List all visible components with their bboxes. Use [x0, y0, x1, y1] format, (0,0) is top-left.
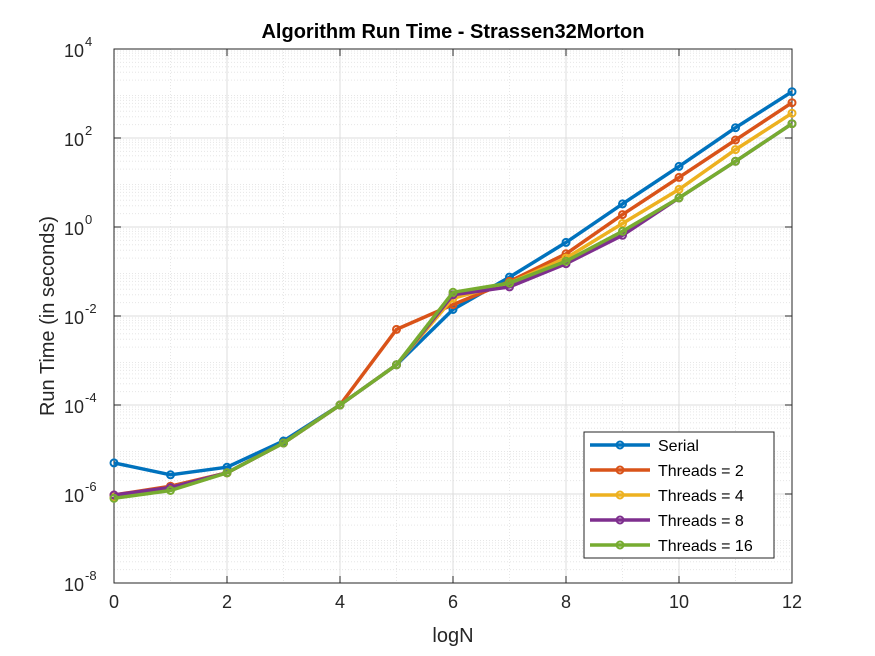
data-point — [731, 123, 740, 133]
y-tick-label-exponent: 0 — [85, 212, 92, 227]
data-point — [279, 438, 288, 448]
legend-swatch-marker — [615, 465, 625, 475]
y-tick-label-exponent: -6 — [85, 479, 97, 494]
major-grid — [114, 49, 792, 583]
y-tick-label: 10 4 — [64, 34, 92, 61]
legend-entry: Threads = 2 — [590, 463, 744, 480]
legend-label: Threads = 4 — [658, 488, 744, 505]
data-point — [731, 135, 740, 145]
data-point — [674, 193, 684, 203]
legend-entry: Serial — [590, 438, 699, 455]
y-tick-label-base: 10 — [64, 41, 84, 61]
data-point — [448, 287, 458, 297]
data-point — [222, 468, 232, 478]
chart-title: Algorithm Run Time - Strassen32Morton — [261, 21, 644, 43]
series-line — [113, 122, 793, 501]
axis-ticks — [113, 48, 793, 584]
data-point — [561, 237, 571, 247]
data-point — [731, 156, 740, 166]
y-tick-label-base: 10 — [64, 308, 84, 328]
legend-swatch-marker — [615, 490, 625, 500]
data-point — [392, 324, 401, 334]
y-tick-label-base: 10 — [64, 397, 84, 417]
data-point — [787, 98, 797, 108]
data-point — [392, 360, 401, 370]
data-point — [335, 400, 345, 410]
data-point — [674, 184, 684, 194]
y-tick-label: 10 0 — [64, 212, 92, 239]
y-axis-label: Run Time (in seconds) — [37, 216, 59, 416]
data-point — [561, 256, 571, 266]
legend-swatch-marker — [615, 515, 625, 525]
x-tick-label: 4 — [335, 592, 345, 612]
y-tick-label: 10 -2 — [64, 301, 97, 328]
data-point — [166, 486, 175, 495]
y-tick-label-base: 10 — [64, 130, 84, 150]
series-line — [113, 90, 793, 477]
y-tick-label-exponent: 4 — [85, 34, 92, 49]
data-point — [787, 87, 797, 97]
data-point — [731, 145, 740, 155]
y-tick-label: 10 -4 — [64, 390, 97, 417]
legend-label: Threads = 2 — [658, 463, 744, 480]
legend-label: Threads = 8 — [658, 513, 744, 530]
series-5 — [109, 119, 797, 503]
legend-label: Serial — [658, 438, 699, 455]
legend-swatch-marker — [615, 540, 625, 550]
data-point — [787, 119, 797, 129]
legend-entry: Threads = 4 — [590, 488, 744, 505]
y-tick-label-exponent: -4 — [85, 390, 97, 405]
x-tick-label: 0 — [109, 592, 119, 612]
legend-label: Threads = 16 — [658, 538, 753, 555]
legend: Serial Threads = 2 Threads = 4 Threads = 8 T… — [583, 431, 775, 559]
x-tick-label: 2 — [222, 592, 232, 612]
x-tick-label: 10 — [669, 592, 689, 612]
legend-swatch-marker — [615, 440, 625, 450]
data-point — [674, 161, 684, 171]
y-tick-label-exponent: 2 — [85, 123, 92, 138]
x-tick-label: 6 — [448, 592, 458, 612]
data-point — [222, 462, 232, 472]
legend-entry: Threads = 8 — [590, 513, 744, 530]
y-tick-label: 10 -6 — [64, 479, 97, 506]
legend-entry: Threads = 16 — [590, 538, 753, 555]
y-tick-label: 10 2 — [64, 123, 92, 150]
data-point — [109, 458, 119, 468]
y-tick-label-base: 10 — [64, 486, 84, 506]
data-point — [674, 172, 684, 182]
x-tick-label: 12 — [782, 592, 802, 612]
data-point — [109, 493, 119, 503]
y-tick-label-exponent: -8 — [85, 568, 97, 583]
data-point — [787, 108, 797, 118]
y-tick-label-base: 10 — [64, 219, 84, 239]
series-layer — [109, 87, 797, 503]
data-point — [618, 226, 627, 236]
x-tick-label: 8 — [561, 592, 571, 612]
data-point — [166, 470, 175, 480]
x-tick-labels: 0 2 4 6 8 10 12 — [109, 592, 802, 612]
y-tick-label: 10 -8 — [64, 568, 97, 595]
data-point — [505, 278, 514, 288]
data-point — [618, 210, 627, 220]
y-tick-label-base: 10 — [64, 575, 84, 595]
data-point — [109, 490, 119, 500]
x-axis-label: logN — [432, 625, 473, 647]
data-point — [618, 199, 627, 209]
y-tick-label-exponent: -2 — [85, 301, 97, 316]
